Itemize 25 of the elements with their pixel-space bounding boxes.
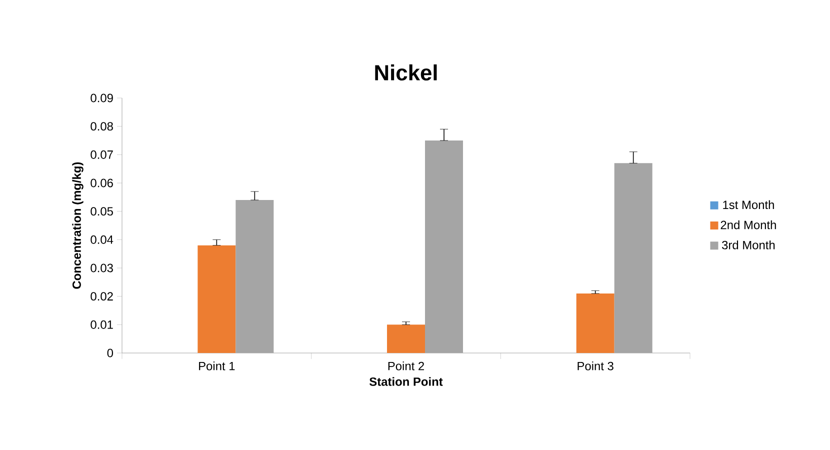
y-tick-label: 0.07 (90, 150, 113, 159)
y-tick-label: 0.06 (90, 178, 113, 188)
y-axis-title: Concentration (mg/kg) (72, 162, 84, 289)
legend-label: 3rd Month (722, 240, 775, 250)
bar (576, 294, 614, 353)
x-tick-label: Point 2 (388, 362, 424, 370)
y-tick-label: 0.04 (90, 235, 114, 244)
y-tick-label: 0.01 (90, 320, 113, 329)
y-tick-label: 0.08 (90, 122, 113, 131)
y-tick-label: 0.03 (90, 264, 113, 272)
x-tick-label: Point 1 (199, 362, 235, 370)
bar (614, 163, 652, 353)
y-tick-label: 0 (107, 348, 114, 358)
x-axis-title: Station Point (369, 377, 443, 386)
bar (425, 140, 464, 353)
y-tick-label: 0.09 (90, 94, 113, 102)
legend-label: 2nd Month (720, 220, 776, 230)
bar (387, 324, 426, 353)
y-tick-label: 0.05 (90, 207, 113, 216)
chart-title: Nickel (375, 64, 437, 81)
bar (198, 245, 236, 353)
bar (236, 200, 274, 353)
legend-label: 1st Month (723, 200, 774, 210)
x-tick-label: Point 3 (578, 362, 614, 370)
y-tick-label: 0.02 (90, 292, 113, 301)
